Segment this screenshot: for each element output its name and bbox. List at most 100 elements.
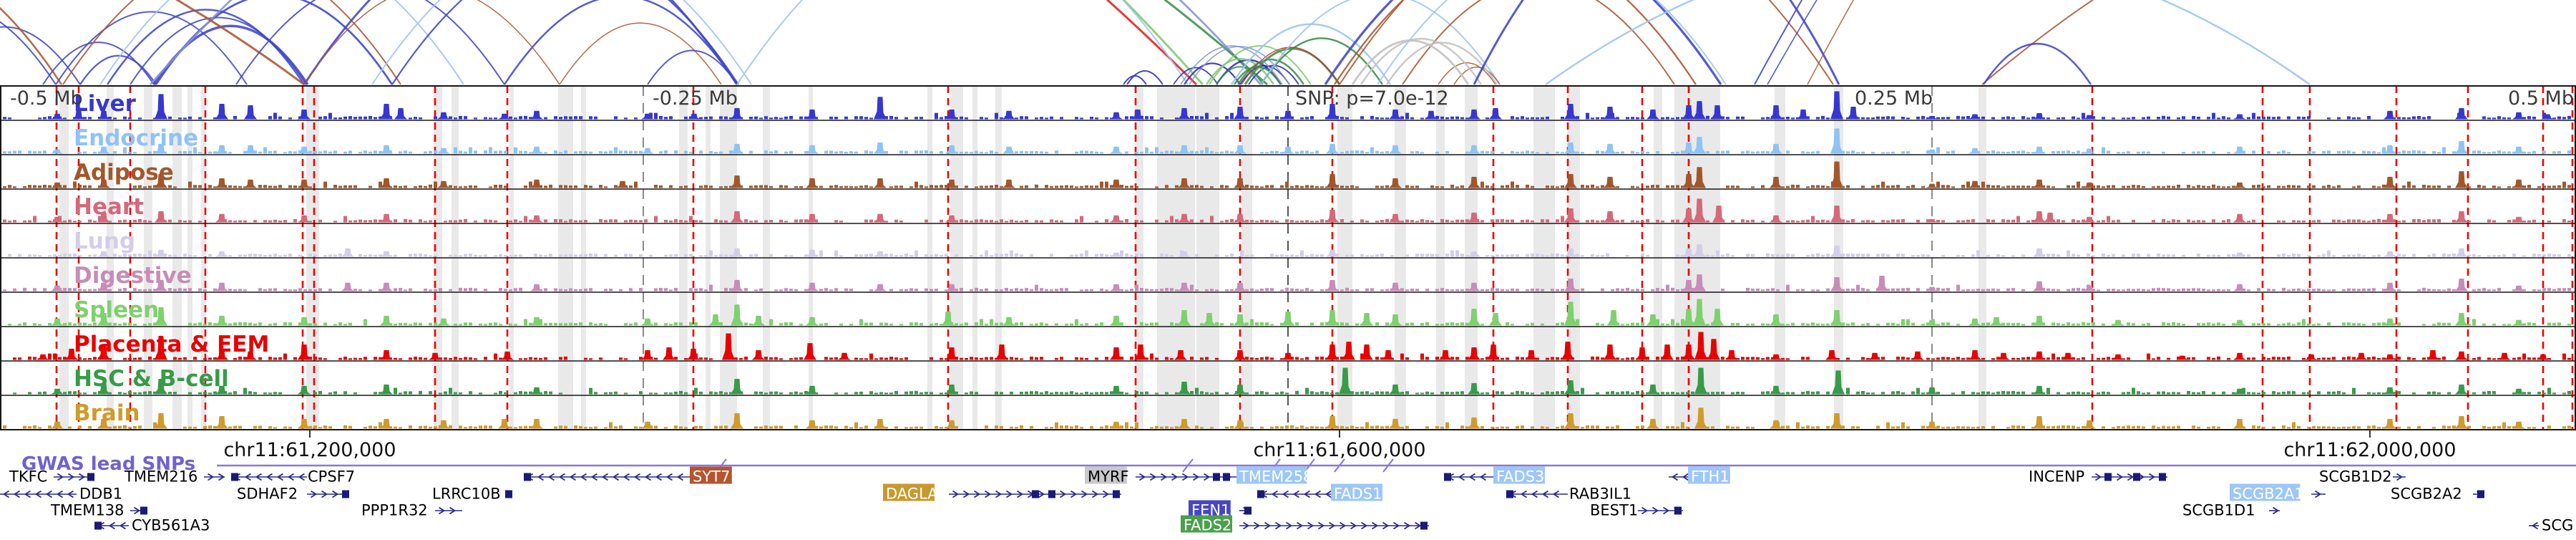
track-label: Digestive [74,263,192,289]
gene-label: TMEM258 [1239,468,1312,486]
gene-label: INCENP [2029,468,2084,486]
gene-ddb1: DDB1 [0,486,122,503]
gene-exon-block [231,473,238,481]
gene-label: CPSF7 [308,468,355,486]
gene-label: TMEM138 [50,502,124,519]
gene-exon-block [140,506,147,515]
track-signal-noise [13,353,2571,360]
gene-exon-block [1244,506,1252,515]
gene-lrrc10b: LRRC10B [432,486,512,503]
gene-label: TKFC [9,468,47,486]
gene-strand-chevrons [2396,473,2404,481]
scale-bar-labels: -0.5 Mb -0.25 Mb SNP: p=7.0e-12 0.25 Mb 0.5 … [10,87,2574,110]
gwas-snp-tick [1182,458,1194,473]
track-liver: Liver [0,91,2576,121]
gene-label: LRRC10B [432,486,501,503]
gene-ppp1r32: PPP1R32 [361,502,462,519]
gene-sdhaf2: SDHAF2 [237,486,350,503]
gene-label-highlight [1236,466,1307,484]
gene-exon-block [94,521,102,530]
track-label: Lung [74,228,135,254]
gwas-snp-tick [1382,458,1394,473]
interaction-arc [1184,62,1241,85]
coordinate-axis: chr11:61,200,000 chr11:61,600,000 chr11:62… [223,430,2457,461]
gene-exon-block [1444,473,1451,481]
scale-label: -0.25 Mb [653,87,738,110]
gene-exon-block [1506,490,1513,498]
interaction-arc [1126,70,1163,85]
gene-label: SCG [2542,517,2573,534]
gene-label: FTH1 [1691,468,1729,486]
gene-exon-block [2159,473,2166,481]
gene-myrf: MYRF [1085,466,1238,486]
interaction-arc [0,26,81,85]
gene-exon-block [2133,473,2140,481]
gene-strand-chevrons [57,473,86,481]
gene-scgb1d1: SCGB1D1 [2182,502,2280,519]
scale-label: -0.5 Mb [10,87,83,110]
interaction-arc [1180,45,1283,85]
gene-exon-block [1048,490,1055,498]
interaction-arc [1360,38,1483,85]
gene-exon-block [87,473,94,481]
track-signal-peaks [51,299,2525,326]
gene-scg: SCG [2529,517,2573,534]
gene-label: RAB3IL1 [1569,486,1631,503]
track-signal-noise [8,319,2571,326]
gene-exon-block [1420,521,1428,530]
interaction-arc [235,0,505,85]
gene-strand-chevrons [1243,521,1422,530]
scale-label: 0.25 Mb [1855,87,1933,110]
gene-label: FADS1 [1334,486,1382,503]
signal-tracks: Liver Endocrine Adipose Heart Lung Digestive S… [0,91,2576,430]
interaction-arc [1189,46,1290,85]
track-placenta-eem: Placenta & EEM [0,332,2576,362]
gene-label: SCGB1D2 [2319,468,2392,486]
track-lung: Lung [0,228,2576,259]
gene-scgb2a2: SCGB2A2 [2391,486,2484,503]
gene-label: SDHAF2 [237,486,298,503]
gene-label: FADS2 [1184,517,1231,534]
coordinate-label: chr11:62,000,000 [2283,439,2456,461]
gene-scgb1d2: SCGB1D2 [2319,468,2406,486]
scale-label: 0.5 Mb [2508,87,2574,110]
gene-exon-block [1032,490,1039,498]
gene-cyb561a3: CYB561A3 [94,517,210,534]
gene-exon-block [1113,490,1120,498]
interaction-arc [559,22,722,85]
gene-exon-block [342,490,349,498]
gene-fads1: FADS1 [1257,483,1382,503]
gene-strand-chevrons [134,506,141,515]
interaction-arc [1236,58,1305,85]
interaction-arc [371,0,752,85]
gene-tmem138: TMEM138 [50,502,147,519]
gwas-lead-snps-label: GWAS lead SNPs [21,453,195,475]
interaction-arc [1241,47,1340,85]
interaction-arc [391,0,739,85]
gwas-lead-snps-track: GWAS lead SNPs [21,453,2576,475]
gene-label-highlight [883,483,935,501]
gene-tmem258: TMEM258 [1236,466,1312,486]
gene-scgb2a1: SCGB2A1 [2230,483,2326,503]
track-label: Heart [74,194,144,220]
interaction-arc [1982,42,2092,85]
track-signal-peaks [51,128,2525,154]
gene-label-highlight [1331,483,1382,501]
gene-label: SCGB2A2 [2391,486,2462,503]
interaction-arc [99,0,464,85]
gene-label: DDB1 [79,486,122,503]
gene-exon-block [1213,473,1220,481]
gene-exon-block [505,490,512,498]
gene-fth1: FTH1 [1669,466,1730,486]
gene-strand-chevrons [2315,490,2322,498]
gene-best1: BEST1 [1590,502,1683,519]
gene-cpsf7: CPSF7 [231,468,355,486]
interaction-arc [303,0,560,85]
gene-annotations: TKFC TMEM216 CPSF7 SYT7 MYRF TMEM258 FADS3 FTH1… [0,466,2573,534]
gene-exon-block [524,473,531,481]
track-label: Liver [74,91,137,117]
gwas-snp-tick [1334,458,1345,473]
gene-label: SCGB1D1 [2182,502,2255,519]
